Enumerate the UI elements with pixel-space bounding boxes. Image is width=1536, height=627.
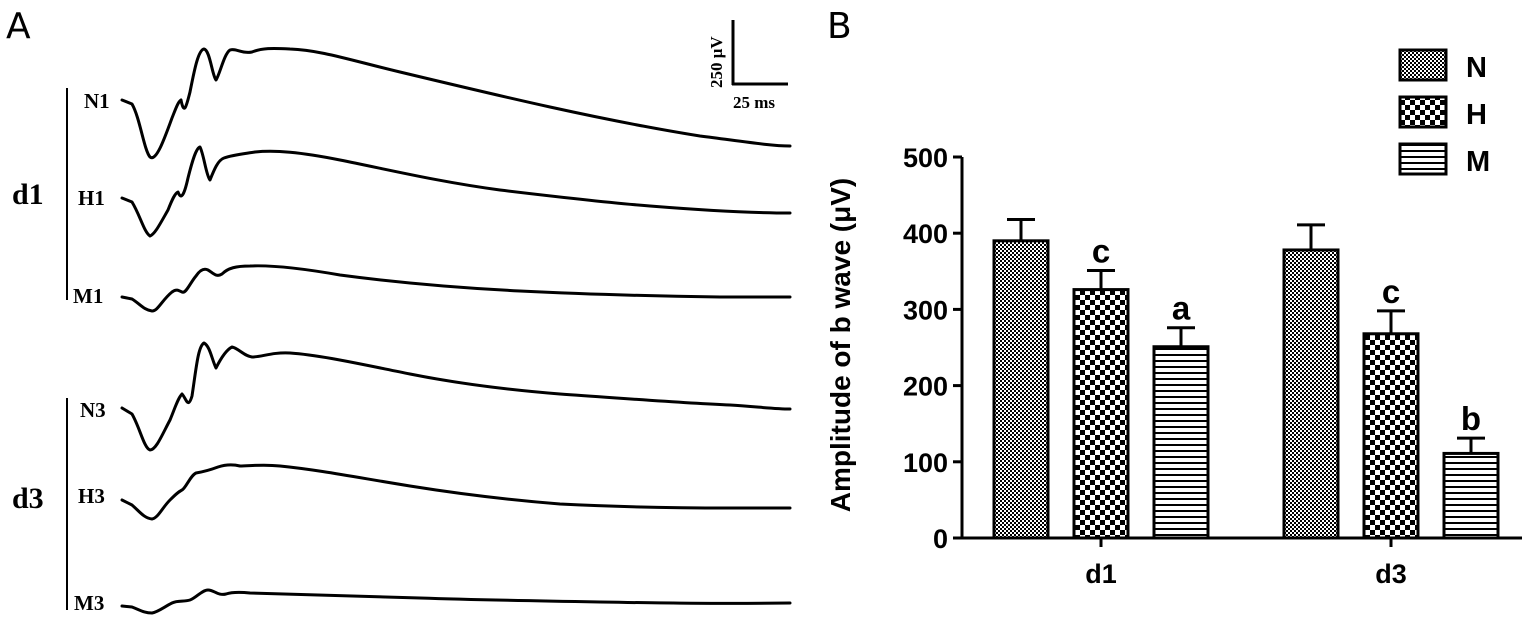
trace-label-n1: N1 [84, 89, 110, 113]
trace-label-m3: M3 [74, 591, 104, 615]
y-tick-label-500: 500 [903, 143, 948, 173]
bar-N-d3 [1282, 248, 1340, 540]
group-d1: d1 N1 H1 M1 [12, 46, 792, 313]
x-tick-label-d1: d1 [1085, 559, 1117, 589]
legend-swatch-H [1398, 95, 1448, 129]
trace-label-h3: H3 [78, 484, 105, 508]
y-tick-label-100: 100 [903, 448, 948, 478]
trace-n1 [120, 46, 792, 160]
legend-label-N: N [1466, 52, 1487, 84]
legend-label-H: H [1466, 99, 1487, 131]
significance-M-d3: b [1461, 400, 1481, 437]
group-d3-label: d3 [12, 482, 44, 515]
y-axis-title: Amplitude of b wave (μV) [825, 178, 856, 512]
bar-M-d3 [1442, 451, 1500, 540]
bar-H-d3 [1362, 332, 1420, 540]
panel-b: B Amplitude of b wave (μV) c c a b 0 100 200 30… [825, 6, 1522, 589]
group-d3: d3 N3 H3 M3 [12, 341, 792, 615]
significance-H-d1: c [1092, 233, 1110, 270]
panel-b-letter: B [827, 6, 852, 47]
trace-label-m1: M1 [73, 284, 103, 308]
trace-h3 [120, 463, 792, 521]
group-d1-label: d1 [12, 178, 44, 211]
trace-n3 [120, 341, 792, 452]
bar-N-d1 [992, 239, 1050, 540]
trace-m3 [120, 588, 792, 615]
scale-time-label: 25 ms [733, 93, 775, 112]
scale-amplitude-label: 250 μV [707, 36, 726, 88]
trace-label-h1: H1 [78, 186, 105, 210]
trace-m1 [120, 264, 792, 313]
bar-chart: c c a b 0 100 200 300 400 500 d1 d3 [903, 143, 1522, 589]
y-tick-label-300: 300 [903, 295, 948, 325]
panel-a-letter: A [6, 6, 31, 47]
bar-M-d1 [1152, 345, 1210, 540]
legend-swatch-N [1398, 48, 1448, 82]
trace-label-n3: N3 [80, 398, 106, 422]
bar-H-d1 [1072, 288, 1130, 540]
significance-M-d1: a [1172, 290, 1191, 327]
y-tick-label-0: 0 [933, 524, 948, 554]
significance-H-d3: c [1382, 273, 1400, 310]
scale-bar: 250 μV 25 ms [707, 20, 788, 112]
legend-swatch-M [1398, 142, 1448, 176]
legend: NHM [1398, 48, 1490, 178]
y-tick-label-200: 200 [903, 372, 948, 402]
legend-label-M: M [1466, 146, 1490, 178]
trace-h1 [120, 145, 792, 238]
panel-a: A 250 μV 25 ms d1 N1 H1 M1 d3 N3 H3 M3 [6, 6, 792, 615]
x-tick-label-d3: d3 [1375, 559, 1407, 589]
y-tick-label-400: 400 [903, 219, 948, 249]
